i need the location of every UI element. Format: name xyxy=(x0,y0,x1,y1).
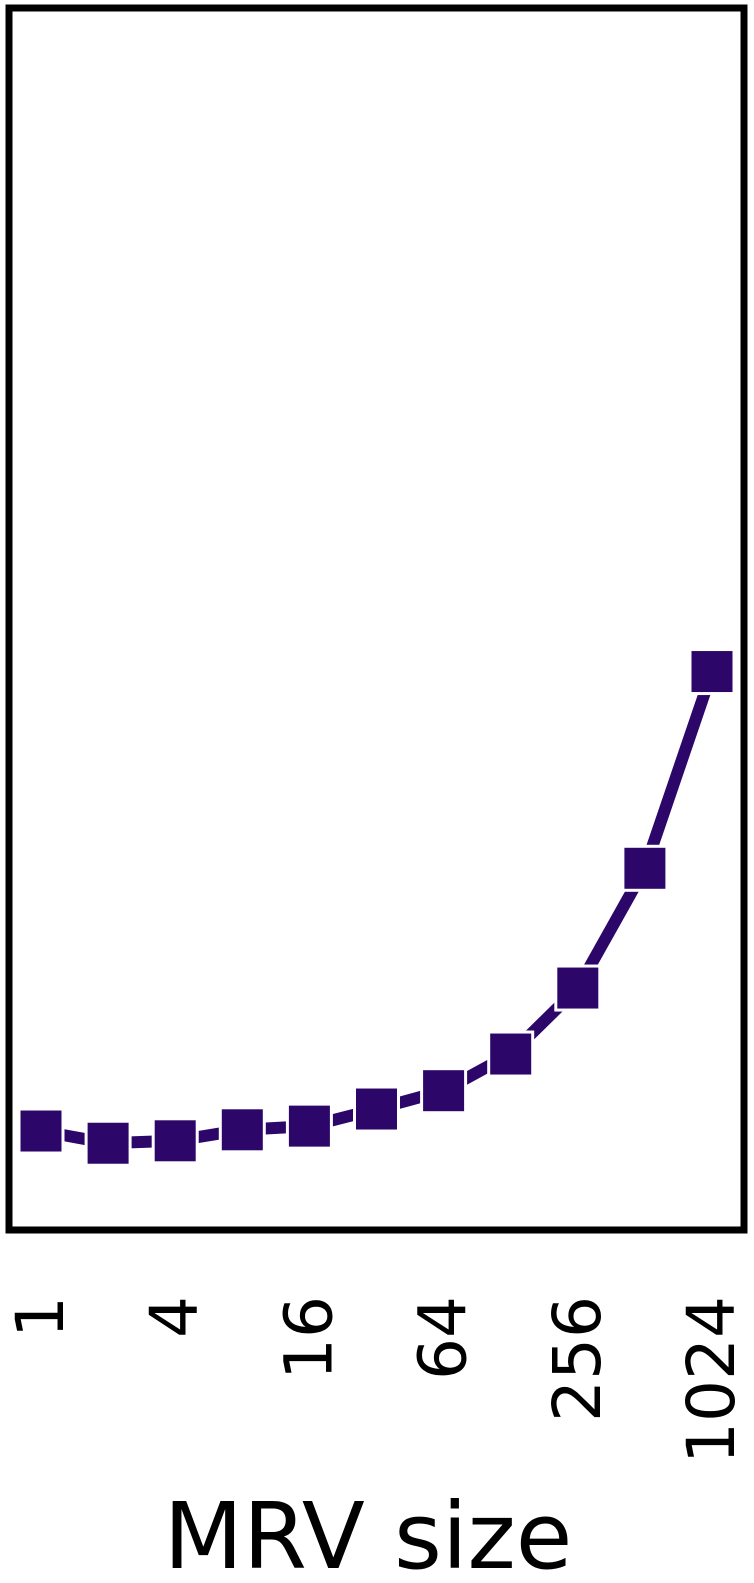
data-point-marker xyxy=(420,1067,468,1115)
data-point-marker xyxy=(353,1085,400,1133)
data-point-marker xyxy=(688,648,736,696)
x-tick-label: 1024 xyxy=(673,1296,750,1464)
x-tick-labels: 1 4 16 64 256 1024 xyxy=(2,1296,750,1464)
series-layer xyxy=(17,648,736,1167)
plot-frame xyxy=(5,4,748,1234)
data-point-marker xyxy=(285,1102,333,1150)
x-tick-label: 16 xyxy=(270,1296,347,1380)
data-point-marker xyxy=(621,844,669,892)
x-tick-label: 4 xyxy=(136,1296,213,1338)
x-axis-title: MRV size xyxy=(164,1483,573,1583)
x-tick-label: 64 xyxy=(405,1296,482,1380)
x-tick-label: 1 xyxy=(2,1296,79,1338)
data-point-marker xyxy=(218,1106,266,1154)
data-point-marker xyxy=(17,1107,65,1155)
series-line-segment xyxy=(639,669,718,871)
data-point-marker xyxy=(151,1117,199,1165)
data-point-marker xyxy=(487,1030,535,1078)
x-tick-label: 256 xyxy=(539,1296,616,1422)
data-point-marker xyxy=(554,964,602,1012)
data-point-marker xyxy=(84,1119,132,1167)
